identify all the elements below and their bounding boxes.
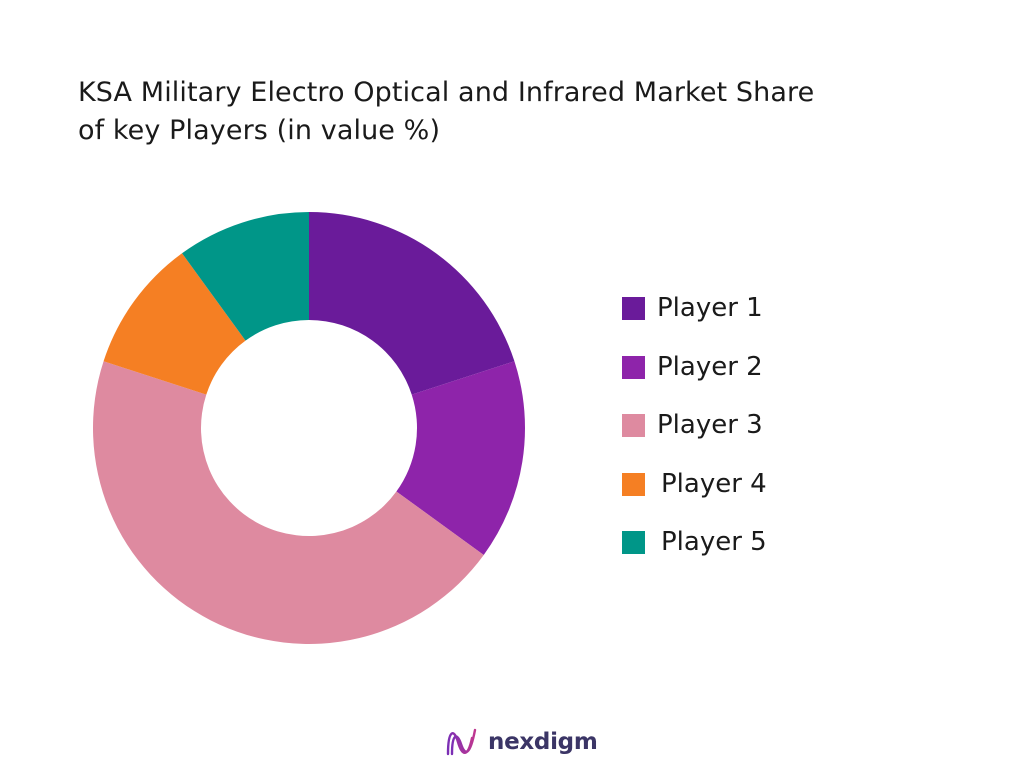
- donut-slice-player-4: [103, 253, 246, 395]
- donut-slice-player-5: [182, 212, 309, 341]
- legend-swatch: [622, 355, 645, 379]
- legend-label: Player 2: [657, 351, 763, 382]
- chart-title-line-2: of key Players (in value %): [78, 115, 441, 146]
- donut-slice-player-2: [396, 361, 525, 555]
- legend-item-player-2: Player 2: [622, 351, 767, 410]
- chart-legend: Player 1 Player 2 Player 3 Player 4 Play…: [622, 292, 767, 585]
- donut-slice-player-3: [93, 361, 484, 644]
- legend-swatch: [622, 297, 645, 320]
- legend-swatch: [622, 472, 645, 496]
- legend-item-player-4: Player 4: [622, 468, 767, 527]
- legend-label: Player 5: [661, 527, 767, 557]
- legend-label: Player 1: [657, 293, 763, 323]
- legend-label: Player 3: [657, 410, 763, 440]
- legend-swatch: [622, 531, 645, 554]
- nexdigm-logo-icon: [446, 728, 477, 756]
- brand-name: nexdigm: [488, 729, 598, 755]
- donut-slice-player-1: [309, 212, 515, 395]
- chart-title: KSA Military Electro Optical and Infrare…: [78, 74, 898, 150]
- legend-swatch: [622, 414, 645, 437]
- chart-title-line-1: KSA Military Electro Optical and Infrare…: [78, 77, 815, 108]
- legend-item-player-1: Player 1: [622, 292, 767, 351]
- legend-label: Player 4: [661, 468, 767, 499]
- brand-footer: nexdigm: [444, 722, 598, 762]
- legend-item-player-3: Player 3: [622, 409, 767, 468]
- legend-item-player-5: Player 5: [622, 526, 767, 585]
